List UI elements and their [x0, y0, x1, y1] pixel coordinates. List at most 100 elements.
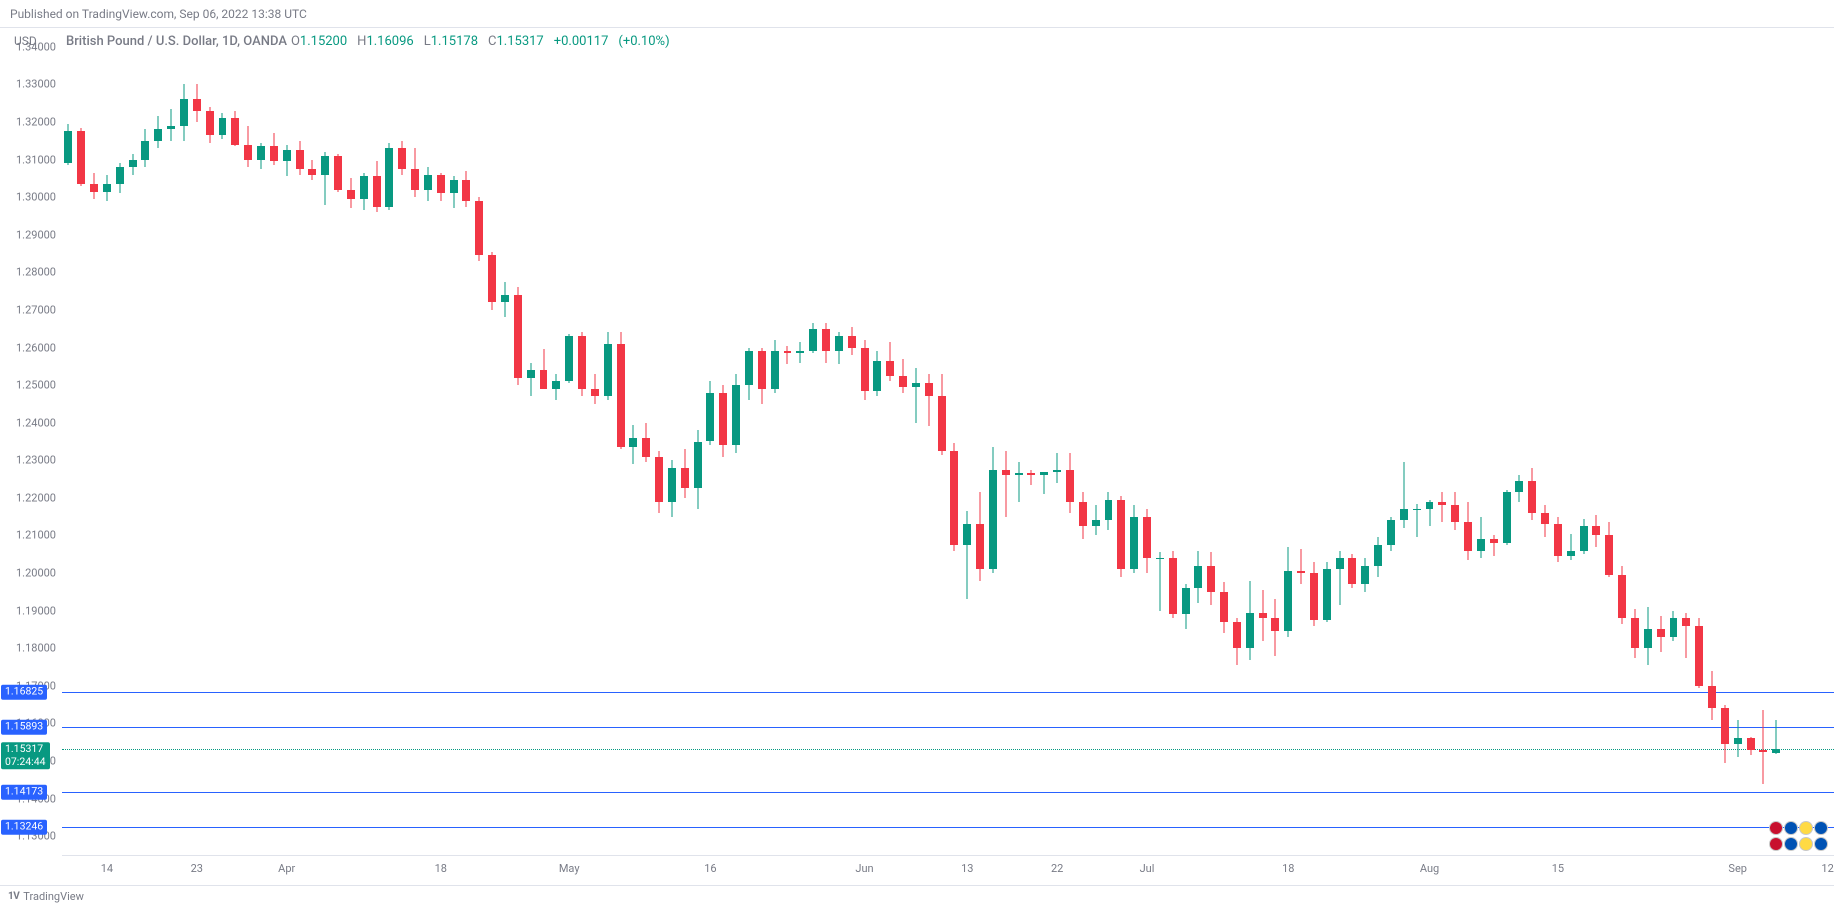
candle[interactable] — [745, 28, 753, 855]
candle[interactable] — [257, 28, 265, 855]
candle[interactable] — [1631, 28, 1639, 855]
candle[interactable] — [1066, 28, 1074, 855]
candle[interactable] — [347, 28, 355, 855]
candle[interactable] — [1747, 28, 1755, 855]
candle[interactable] — [1541, 28, 1549, 855]
candle[interactable] — [719, 28, 727, 855]
candle[interactable] — [1400, 28, 1408, 855]
candle[interactable] — [578, 28, 586, 855]
candle[interactable] — [398, 28, 406, 855]
candle[interactable] — [784, 28, 792, 855]
candle[interactable] — [1618, 28, 1626, 855]
candle[interactable] — [1310, 28, 1318, 855]
candle[interactable] — [1040, 28, 1048, 855]
candle[interactable] — [681, 28, 689, 855]
candle[interactable] — [1182, 28, 1190, 855]
candle[interactable] — [1053, 28, 1061, 855]
candle[interactable] — [1515, 28, 1523, 855]
candle[interactable] — [219, 28, 227, 855]
candle[interactable] — [1387, 28, 1395, 855]
candle[interactable] — [1426, 28, 1434, 855]
candle[interactable] — [1772, 28, 1780, 855]
candle[interactable] — [1554, 28, 1562, 855]
candle[interactable] — [308, 28, 316, 855]
candle[interactable] — [938, 28, 946, 855]
candle[interactable] — [899, 28, 907, 855]
candle[interactable] — [360, 28, 368, 855]
candle[interactable] — [270, 28, 278, 855]
candle[interactable] — [963, 28, 971, 855]
candle[interactable] — [1464, 28, 1472, 855]
candle[interactable] — [501, 28, 509, 855]
candle[interactable] — [822, 28, 830, 855]
candle[interactable] — [206, 28, 214, 855]
candle[interactable] — [1233, 28, 1241, 855]
candle[interactable] — [64, 28, 72, 855]
candle[interactable] — [668, 28, 676, 855]
candle[interactable] — [167, 28, 175, 855]
candle[interactable] — [591, 28, 599, 855]
candle[interactable] — [1015, 28, 1023, 855]
candle[interactable] — [552, 28, 560, 855]
candle[interactable] — [989, 28, 997, 855]
candle[interactable] — [1220, 28, 1228, 855]
candle[interactable] — [1580, 28, 1588, 855]
candle[interactable] — [527, 28, 535, 855]
candle[interactable] — [1657, 28, 1665, 855]
candle[interactable] — [771, 28, 779, 855]
symbol-title[interactable]: British Pound / U.S. Dollar, 1D, OANDA — [66, 34, 287, 49]
candle[interactable] — [90, 28, 98, 855]
candle[interactable] — [450, 28, 458, 855]
candle[interactable] — [950, 28, 958, 855]
candle[interactable] — [283, 28, 291, 855]
candle[interactable] — [861, 28, 869, 855]
candle[interactable] — [1528, 28, 1536, 855]
candle[interactable] — [1708, 28, 1716, 855]
candle[interactable] — [1002, 28, 1010, 855]
candle[interactable] — [732, 28, 740, 855]
candle[interactable] — [1567, 28, 1575, 855]
candle[interactable] — [758, 28, 766, 855]
candle[interactable] — [1348, 28, 1356, 855]
candle[interactable] — [1105, 28, 1113, 855]
candle[interactable] — [1374, 28, 1382, 855]
candle[interactable] — [694, 28, 702, 855]
candle[interactable] — [1734, 28, 1742, 855]
candle[interactable] — [475, 28, 483, 855]
candle[interactable] — [1721, 28, 1729, 855]
candle[interactable] — [1284, 28, 1292, 855]
candle[interactable] — [321, 28, 329, 855]
candle[interactable] — [462, 28, 470, 855]
candle[interactable] — [1336, 28, 1344, 855]
candle[interactable] — [1323, 28, 1331, 855]
candle[interactable] — [334, 28, 342, 855]
candle[interactable] — [1271, 28, 1279, 855]
candle[interactable] — [385, 28, 393, 855]
candle[interactable] — [1413, 28, 1421, 855]
candle[interactable] — [373, 28, 381, 855]
candle[interactable] — [1695, 28, 1703, 855]
candle[interactable] — [1670, 28, 1678, 855]
candle[interactable] — [976, 28, 984, 855]
candle[interactable] — [629, 28, 637, 855]
candle[interactable] — [488, 28, 496, 855]
candle[interactable] — [706, 28, 714, 855]
candle[interactable] — [1194, 28, 1202, 855]
candle[interactable] — [1092, 28, 1100, 855]
candle[interactable] — [154, 28, 162, 855]
candle[interactable] — [244, 28, 252, 855]
candle[interactable] — [1079, 28, 1087, 855]
candle[interactable] — [1605, 28, 1613, 855]
candle[interactable] — [1438, 28, 1446, 855]
candle[interactable] — [809, 28, 817, 855]
candle[interactable] — [912, 28, 920, 855]
candle[interactable] — [1451, 28, 1459, 855]
candle[interactable] — [565, 28, 573, 855]
candle[interactable] — [103, 28, 111, 855]
candle[interactable] — [540, 28, 548, 855]
candle[interactable] — [886, 28, 894, 855]
candle[interactable] — [411, 28, 419, 855]
candle[interactable] — [1246, 28, 1254, 855]
candle[interactable] — [1207, 28, 1215, 855]
candle[interactable] — [1592, 28, 1600, 855]
